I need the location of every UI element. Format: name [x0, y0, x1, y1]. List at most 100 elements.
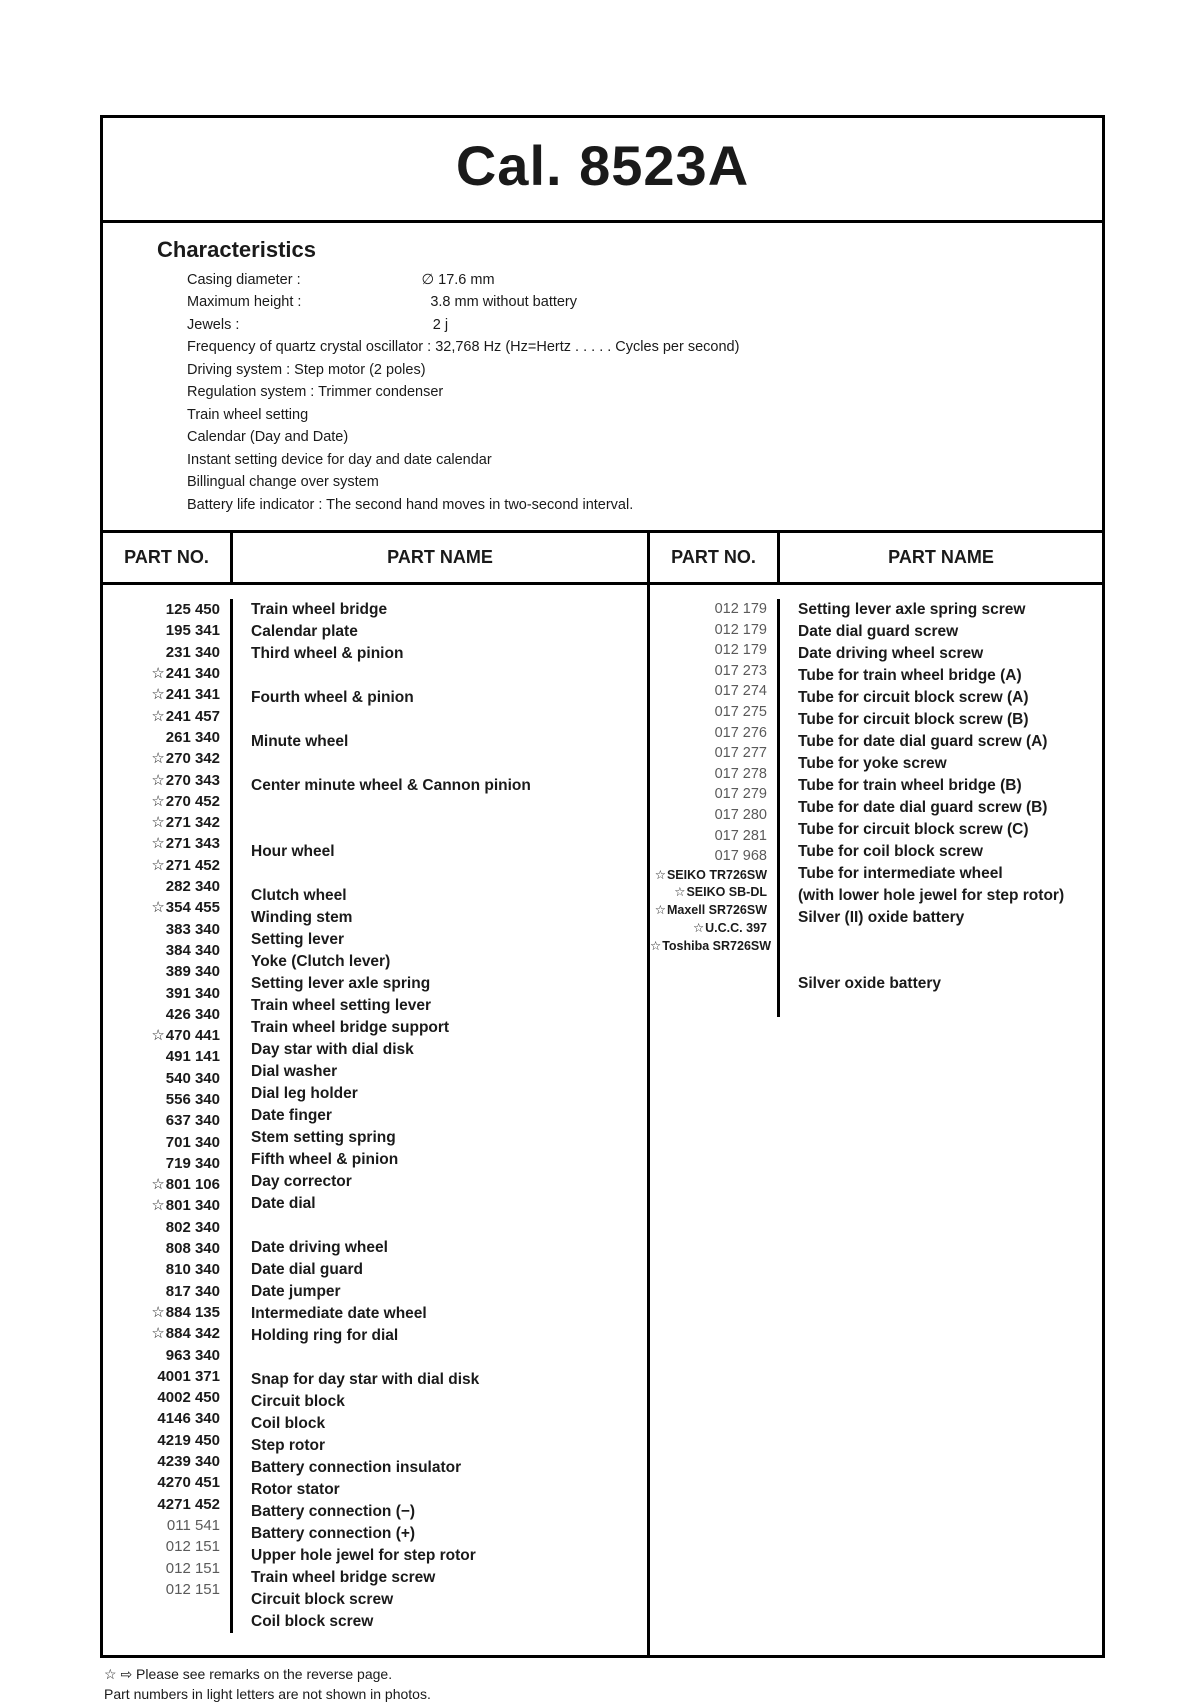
- part-name-cell: Circuit block: [251, 1391, 647, 1413]
- characteristics-line: Calendar (Day and Date): [187, 426, 1102, 448]
- part-no-cell: 282 340: [103, 876, 220, 897]
- characteristics-line: Billingual change over system: [187, 471, 1102, 493]
- part-name-cell: Tube for circuit block screw (C): [798, 819, 1102, 841]
- part-no-cell: 4146 340: [103, 1408, 220, 1429]
- table-body-right: 012 179012 179012 179017 273017 274017 2…: [650, 585, 1102, 1039]
- part-no-cell: 012 151: [103, 1536, 220, 1557]
- part-name-column: Setting lever axle spring screwDate dial…: [780, 599, 1102, 1017]
- part-no-cell: 017 275: [650, 702, 767, 723]
- part-name-cell: Train wheel bridge support: [251, 1017, 647, 1039]
- characteristics-line: Casing diameter : ∅ 17.6 mm: [187, 269, 1102, 291]
- part-name-cell: Third wheel & pinion: [251, 643, 647, 665]
- part-name-cell: [251, 665, 647, 687]
- characteristics-line: Train wheel setting: [187, 404, 1102, 426]
- header-part-no: PART NO.: [650, 533, 780, 582]
- part-name-cell: Tube for train wheel bridge (A): [798, 665, 1102, 687]
- characteristics-line: Jewels : 2 j: [187, 314, 1102, 336]
- part-name-cell: Holding ring for dial: [251, 1325, 647, 1347]
- characteristics-line: Battery life indicator : The second hand…: [187, 494, 1102, 516]
- part-name-column: Train wheel bridgeCalendar plateThird wh…: [233, 599, 647, 1633]
- part-no-cell: 384 340: [103, 940, 220, 961]
- header-part-no: PART NO.: [103, 533, 233, 582]
- part-no-cell: 017 279: [650, 784, 767, 805]
- part-no-cell: Toshiba SR726SW: [650, 938, 767, 956]
- part-no-cell: 012 151: [103, 1579, 220, 1600]
- part-name-cell: Tube for intermediate wheel: [798, 863, 1102, 885]
- part-name-cell: [798, 929, 1102, 951]
- part-no-cell: 801 340: [103, 1195, 220, 1216]
- part-no-cell: 884 135: [103, 1302, 220, 1323]
- part-no-cell: SEIKO TR726SW: [650, 867, 767, 885]
- part-no-cell: 4270 451: [103, 1472, 220, 1493]
- part-no-cell: 354 455: [103, 897, 220, 918]
- part-no-cell: 241 341: [103, 684, 220, 705]
- part-no-cell: 017 280: [650, 805, 767, 826]
- part-name-cell: Setting lever axle spring screw: [798, 599, 1102, 621]
- footnotes: ☆ ⇨ Please see remarks on the reverse pa…: [100, 1664, 1105, 1705]
- part-name-cell: [798, 951, 1102, 973]
- part-name-cell: [251, 797, 647, 819]
- part-no-cell: 271 342: [103, 812, 220, 833]
- part-name-cell: Fifth wheel & pinion: [251, 1149, 647, 1171]
- page: Cal. 8523A Characteristics Casing diamet…: [100, 115, 1105, 1705]
- characteristics-line: Driving system : Step motor (2 poles): [187, 359, 1102, 381]
- part-name-cell: Coil block: [251, 1413, 647, 1435]
- part-no-cell: 884 342: [103, 1323, 220, 1344]
- part-name-cell: Setting lever axle spring: [251, 973, 647, 995]
- part-no-cell: Maxell SR726SW: [650, 902, 767, 920]
- page-title: Cal. 8523A: [456, 134, 749, 197]
- part-name-cell: Battery connection insulator: [251, 1457, 647, 1479]
- parts-column-right: PART NO. PART NAME 012 179012 179012 179…: [650, 533, 1102, 1655]
- part-no-cell: 012 179: [650, 599, 767, 620]
- part-no-cell: 270 342: [103, 748, 220, 769]
- part-no-cell: 383 340: [103, 919, 220, 940]
- part-no-cell: 391 340: [103, 983, 220, 1004]
- part-no-cell: 470 441: [103, 1025, 220, 1046]
- part-name-cell: Day star with dial disk: [251, 1039, 647, 1061]
- table-body-left: 125 450195 341231 340241 340241 341241 4…: [103, 585, 647, 1655]
- part-no-cell: 491 141: [103, 1046, 220, 1067]
- part-no-cell: 801 106: [103, 1174, 220, 1195]
- part-name-cell: Battery connection (−): [251, 1501, 647, 1523]
- part-no-cell: 012 151: [103, 1558, 220, 1579]
- part-no-cell: 012 179: [650, 640, 767, 661]
- part-name-cell: [251, 863, 647, 885]
- footnote-line: ☆ ⇨ Please see remarks on the reverse pa…: [104, 1664, 1105, 1684]
- part-name-cell: Date finger: [251, 1105, 647, 1127]
- part-no-cell: 241 340: [103, 663, 220, 684]
- part-no-cell: 017 276: [650, 723, 767, 744]
- part-no-cell: 270 452: [103, 791, 220, 812]
- part-no-cell: 271 343: [103, 833, 220, 854]
- part-name-cell: Tube for circuit block screw (B): [798, 709, 1102, 731]
- part-no-cell: 4239 340: [103, 1451, 220, 1472]
- part-name-cell: Tube for yoke screw: [798, 753, 1102, 775]
- parts-table: PART NO. PART NAME 125 450195 341231 340…: [100, 530, 1105, 1658]
- part-name-cell: Date dial: [251, 1193, 647, 1215]
- part-no-cell: SEIKO SB-DL: [650, 884, 767, 902]
- part-name-cell: Yoke (Clutch lever): [251, 951, 647, 973]
- part-name-cell: Date driving wheel screw: [798, 643, 1102, 665]
- part-name-cell: Dial leg holder: [251, 1083, 647, 1105]
- part-no-cell: 231 340: [103, 642, 220, 663]
- part-no-cell: 261 340: [103, 727, 220, 748]
- part-name-cell: Dial washer: [251, 1061, 647, 1083]
- part-name-cell: Date jumper: [251, 1281, 647, 1303]
- part-name-cell: Hour wheel: [251, 841, 647, 863]
- part-name-cell: Tube for date dial guard screw (A): [798, 731, 1102, 753]
- part-name-cell: Tube for coil block screw: [798, 841, 1102, 863]
- part-name-cell: Upper hole jewel for step rotor: [251, 1545, 647, 1567]
- characteristics-line: Regulation system : Trimmer condenser: [187, 381, 1102, 403]
- part-no-cell: 017 277: [650, 743, 767, 764]
- characteristics-section: Characteristics Casing diameter : ∅ 17.6…: [100, 220, 1105, 530]
- part-no-cell: 017 968: [650, 846, 767, 867]
- part-name-cell: Rotor stator: [251, 1479, 647, 1501]
- part-name-cell: Clutch wheel: [251, 885, 647, 907]
- part-no-cell: 540 340: [103, 1068, 220, 1089]
- part-no-cell: 241 457: [103, 706, 220, 727]
- part-name-cell: [251, 1215, 647, 1237]
- part-no-cell: 4002 450: [103, 1387, 220, 1408]
- part-name-cell: Day corrector: [251, 1171, 647, 1193]
- characteristics-line: Frequency of quartz crystal oscillator :…: [187, 336, 1102, 358]
- table-header: PART NO. PART NAME: [103, 533, 647, 585]
- part-name-cell: Snap for day star with dial disk: [251, 1369, 647, 1391]
